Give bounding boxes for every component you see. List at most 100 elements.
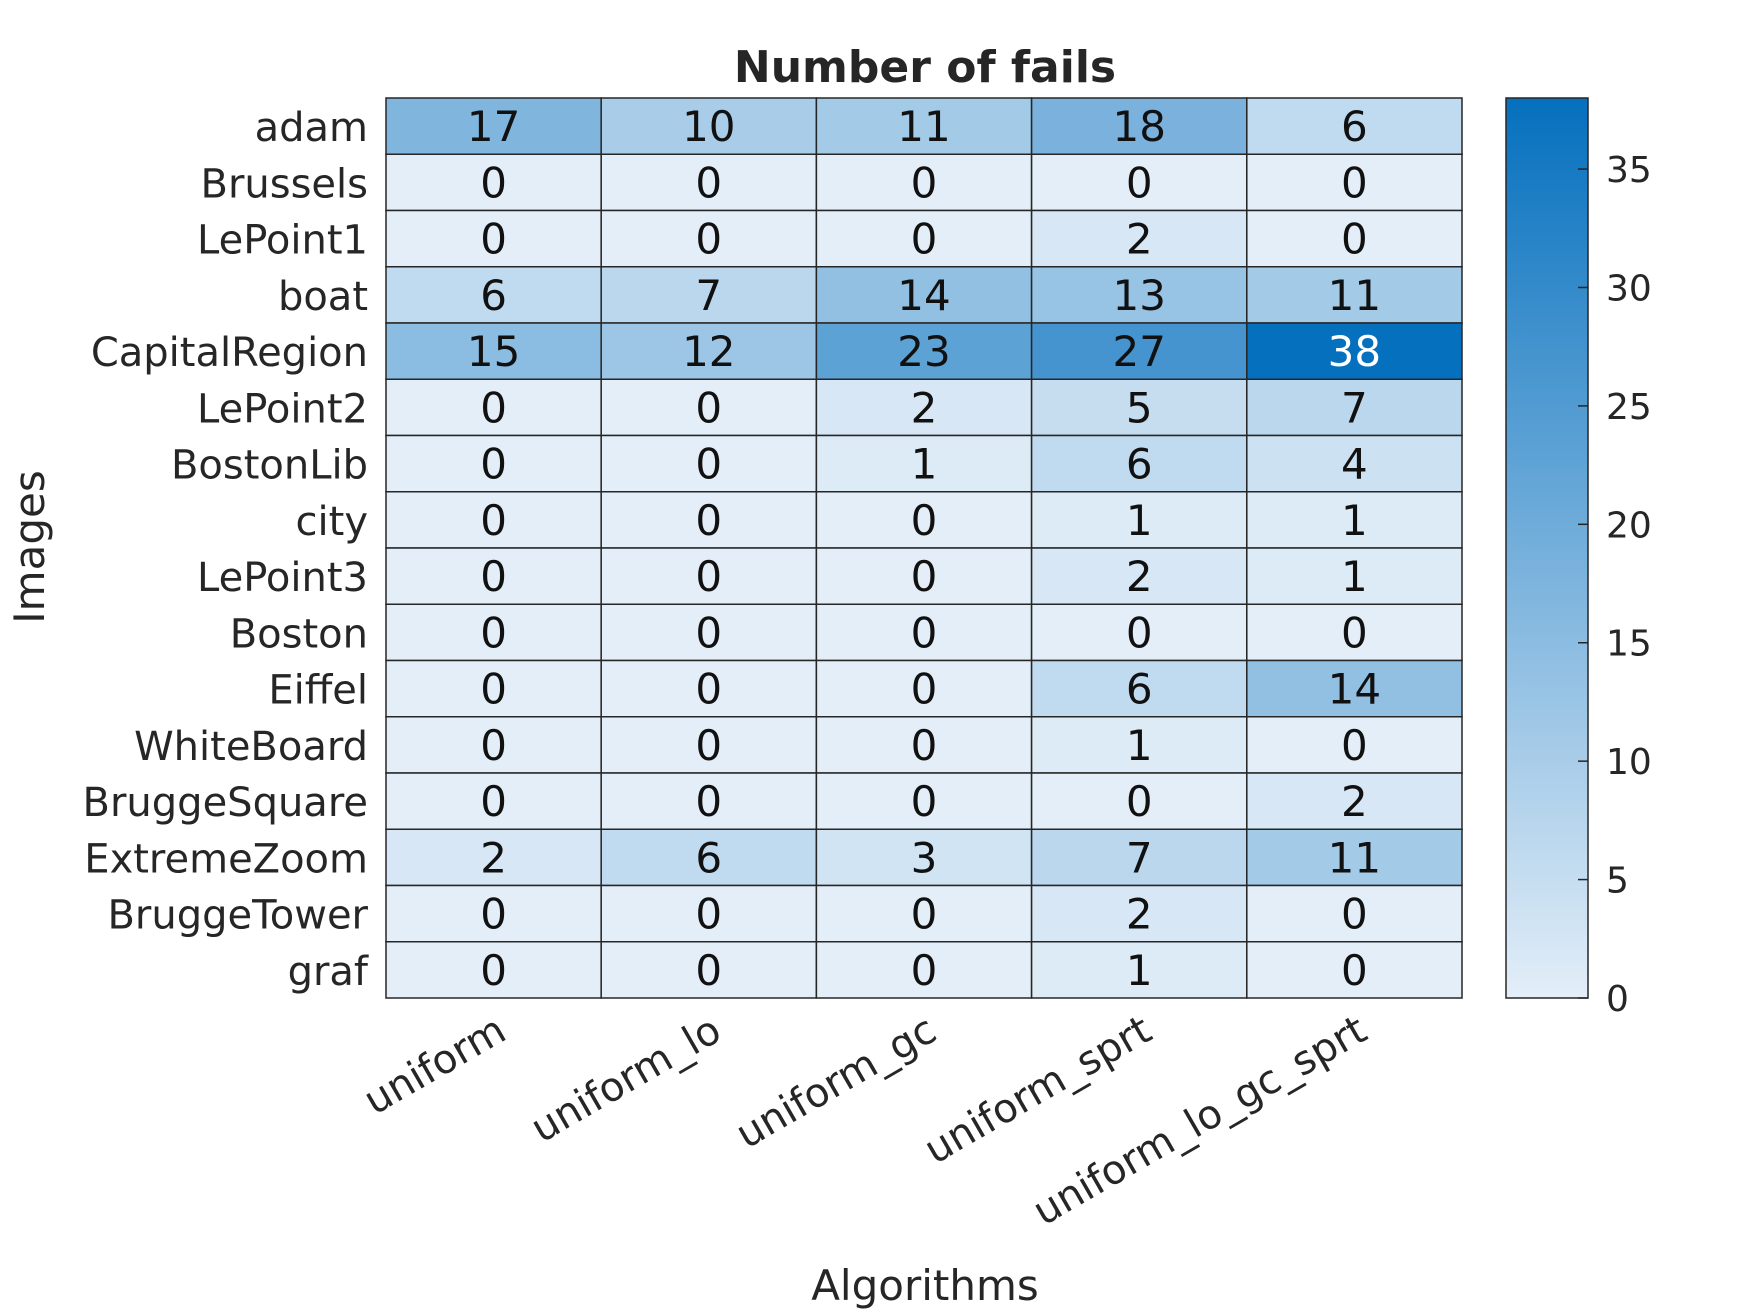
cell-value-label: 0 <box>911 946 938 995</box>
heatmap-cell <box>385 828 602 887</box>
cell-value-label: 0 <box>911 890 938 939</box>
y-tick-label: boat <box>278 274 368 320</box>
cell-value-label: 0 <box>480 665 507 714</box>
cell-value-label: 17 <box>467 102 520 151</box>
heatmap-cell <box>1030 209 1248 268</box>
cell-value-label: 0 <box>911 721 938 770</box>
colorbar-tick-label: 35 <box>1606 150 1652 191</box>
colorbar-gradient <box>1505 97 1589 999</box>
cell-value-label: 10 <box>682 102 735 151</box>
cell-value-label: 7 <box>1341 383 1368 432</box>
cell-value-label: 0 <box>911 496 938 545</box>
cell-value-label: 0 <box>480 721 507 770</box>
heatmap-cell <box>385 266 602 324</box>
cell-value-label: 2 <box>1126 215 1153 264</box>
cell-value-label: 0 <box>695 608 722 657</box>
heatmap-cell <box>815 153 1033 212</box>
cell-value-label: 1 <box>1126 496 1153 545</box>
cell-value-label: 1 <box>1126 946 1153 995</box>
colorbar-tick-label: 25 <box>1606 387 1652 428</box>
colorbar-tick-label: 0 <box>1606 979 1629 1020</box>
y-tick-label: city <box>296 499 368 545</box>
cell-value-label: 1 <box>1341 552 1368 601</box>
heatmap-cell <box>385 322 602 380</box>
cell-value-label: 0 <box>1341 158 1368 207</box>
cell-value-label: 0 <box>695 440 722 489</box>
heatmap-cell <box>1246 378 1463 437</box>
x-tick-label: uniform <box>356 1007 513 1124</box>
heatmap-cell <box>600 547 818 605</box>
heatmap-cell <box>815 941 1033 999</box>
heatmap-cell <box>600 603 818 662</box>
heatmap-cell <box>385 659 602 718</box>
y-tick-label: Eiffel <box>268 668 368 714</box>
x-tick-label: uniform_lo <box>523 1007 728 1152</box>
colorbar-tick-label: 5 <box>1606 861 1629 902</box>
colorbar-tick-label: 20 <box>1606 505 1652 546</box>
heatmap-cell <box>815 884 1033 943</box>
heatmap-cell <box>1246 828 1463 887</box>
heatmap-cell <box>1030 659 1248 718</box>
cell-value-label: 0 <box>911 665 938 714</box>
heatmap-cell <box>1030 266 1248 324</box>
cell-value-label: 5 <box>1126 383 1153 432</box>
cell-value-label: 0 <box>695 946 722 995</box>
cell-value-label: 18 <box>1112 102 1165 151</box>
heatmap-cell <box>815 322 1033 380</box>
cell-value-label: 2 <box>1341 777 1368 826</box>
cell-value-label: 15 <box>467 327 520 376</box>
x-tick-labels: uniform uniform_lo uniform_gcuniform_sprtu… <box>356 1007 1374 1235</box>
colorbar-tick-label: 30 <box>1606 268 1652 309</box>
cell-value-label: 0 <box>695 383 722 432</box>
cell-value-label: 11 <box>1328 271 1381 320</box>
cell-value-label: 0 <box>695 890 722 939</box>
heatmap-cell <box>385 772 602 830</box>
heatmap-cell <box>600 941 818 999</box>
y-tick-label: LePoint2 <box>197 386 368 432</box>
cell-value-label: 0 <box>911 608 938 657</box>
cell-value-label: 0 <box>911 215 938 264</box>
cell-value-label: 0 <box>911 158 938 207</box>
cell-value-label: 0 <box>695 777 722 826</box>
heatmap-cell <box>1030 603 1248 662</box>
cell-value-label: 0 <box>1341 608 1368 657</box>
heatmap-cell <box>600 378 818 437</box>
heatmap-cell <box>815 603 1033 662</box>
cell-value-label: 0 <box>911 777 938 826</box>
cell-value-label: 0 <box>1126 608 1153 657</box>
colorbar: 0 5 10 15 20 25 30 35 <box>1505 97 1652 1020</box>
heatmap-cell <box>600 491 818 549</box>
cell-value-label: 2 <box>1126 552 1153 601</box>
cell-value-label: 14 <box>897 271 950 320</box>
heatmap-cell <box>385 603 602 662</box>
cell-value-label: 0 <box>1341 890 1368 939</box>
chart-title: Number of fails <box>734 42 1116 93</box>
heatmap-cell <box>600 322 818 380</box>
cell-value-label: 0 <box>480 215 507 264</box>
heatmap-cell <box>1030 716 1248 774</box>
heatmap-cell <box>600 828 818 887</box>
heatmap-cell <box>600 97 818 155</box>
cell-value-label: 0 <box>695 721 722 770</box>
cell-value-label: 3 <box>911 833 938 882</box>
cell-value-label: 0 <box>480 777 507 826</box>
heatmap-cell <box>385 153 602 212</box>
y-tick-label: Brussels <box>201 161 368 207</box>
heatmap-cell <box>1246 603 1463 662</box>
cell-value-label: 38 <box>1328 327 1381 376</box>
y-tick-label: ExtremeZoom <box>84 836 368 882</box>
cell-value-label: 0 <box>911 552 938 601</box>
heatmap-cell <box>1246 153 1463 212</box>
cell-value-label: 0 <box>480 552 507 601</box>
cell-value-label: 0 <box>695 665 722 714</box>
heatmap-cell <box>1246 322 1463 380</box>
y-tick-label: BruggeTower <box>107 893 368 939</box>
cell-value-label: 0 <box>480 890 507 939</box>
colorbar-tick-label: 15 <box>1606 624 1652 665</box>
y-tick-label: LePoint3 <box>197 555 368 601</box>
heatmap-cell <box>1246 941 1463 999</box>
heatmap-cell <box>815 547 1033 605</box>
y-tick-label: Boston <box>230 611 368 657</box>
y-tick-label: WhiteBoard <box>134 724 368 770</box>
